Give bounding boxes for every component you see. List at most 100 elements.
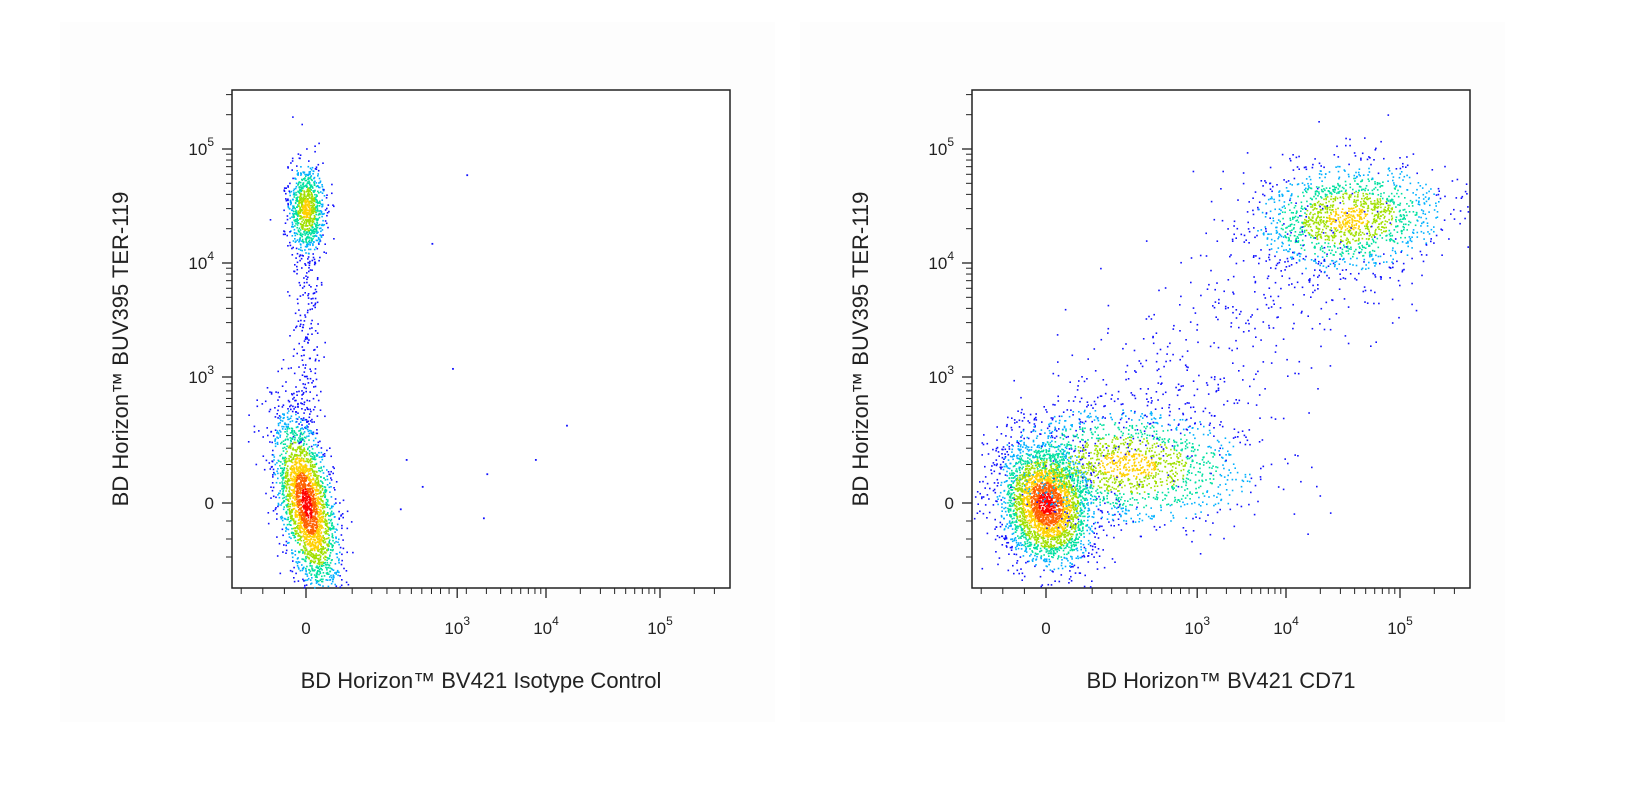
- event-dot: [289, 201, 292, 203]
- event-dot: [285, 513, 288, 515]
- event-dot: [313, 570, 315, 572]
- event-dot: [1086, 499, 1089, 501]
- event-dot: [1018, 443, 1020, 445]
- event-dot: [1015, 468, 1018, 470]
- event-dot: [303, 486, 305, 489]
- event-dot: [321, 205, 324, 207]
- event-dot: [1034, 534, 1037, 537]
- event-dot: [304, 229, 307, 231]
- event-dot: [297, 196, 299, 198]
- event-dot: [302, 517, 305, 520]
- event-dot: [306, 225, 308, 227]
- event-dot: [298, 568, 300, 570]
- event-dot: [309, 176, 312, 178]
- event-dot: [1049, 552, 1052, 555]
- event-dot: [1055, 458, 1058, 461]
- event-dot: [315, 574, 318, 577]
- event-dot: [1053, 554, 1055, 557]
- event-dot: [1037, 530, 1040, 532]
- event-dot: [309, 562, 311, 565]
- event-dot: [284, 464, 287, 466]
- event-dot: [1042, 491, 1045, 494]
- event-dot: [317, 538, 319, 541]
- event-dot: [315, 524, 317, 526]
- event-dot: [421, 485, 424, 488]
- event-dot: [326, 569, 328, 571]
- event-dot: [1015, 470, 1017, 472]
- event-dot: [299, 551, 301, 553]
- event-dot: [316, 230, 318, 232]
- event-dot: [306, 526, 308, 528]
- event-dot: [1018, 519, 1020, 522]
- event-dot: [281, 477, 283, 479]
- event-dot: [1016, 477, 1019, 479]
- event-dot: [1072, 525, 1075, 528]
- event-dot: [1063, 475, 1066, 477]
- event-dot: [308, 232, 311, 235]
- event-dot: [1064, 531, 1066, 533]
- event-dot: [308, 435, 310, 437]
- event-dot: [292, 497, 294, 499]
- event-dot: [285, 544, 287, 547]
- event-dot: [292, 435, 295, 438]
- event-dot: [301, 474, 303, 477]
- event-dot: [311, 179, 313, 182]
- event-dot: [327, 549, 330, 551]
- event-dot: [330, 574, 332, 577]
- event-dot: [297, 406, 299, 408]
- event-dot: [274, 407, 276, 409]
- event-dot: [313, 258, 316, 261]
- event-dot: [299, 254, 302, 256]
- event-dot: [305, 179, 308, 182]
- event-dot: [308, 222, 310, 225]
- event-dot: [1023, 492, 1026, 494]
- event-dot: [297, 490, 299, 492]
- event-dot: [283, 523, 285, 526]
- event-dot: [262, 436, 264, 438]
- event-dot: [314, 557, 316, 560]
- event-dot: [318, 192, 320, 194]
- event-dot: [309, 215, 311, 217]
- event-dot: [335, 573, 337, 575]
- event-dot: [1054, 501, 1056, 503]
- event-dot: [279, 431, 282, 433]
- event-dot: [308, 498, 310, 501]
- event-dot: [314, 513, 317, 515]
- event-dot: [315, 209, 317, 212]
- event-dot: [330, 514, 332, 516]
- event-dot: [1060, 513, 1063, 515]
- event-dot: [984, 465, 986, 468]
- event-dot: [1068, 448, 1071, 450]
- event-dot: [273, 472, 276, 475]
- event-dot: [299, 284, 301, 287]
- event-dot: [319, 202, 321, 204]
- event-dot: [292, 502, 294, 505]
- event-dot: [1082, 444, 1084, 447]
- event-dot: [299, 528, 301, 531]
- event-dot: [314, 261, 316, 263]
- event-dot: [285, 527, 287, 530]
- event-dot: [279, 422, 281, 424]
- event-dot: [319, 521, 322, 524]
- event-dot: [293, 520, 295, 522]
- event-dot: [315, 226, 318, 228]
- event-dot: [1008, 448, 1011, 450]
- event-dot: [295, 421, 297, 423]
- event-dot: [317, 508, 319, 510]
- event-dot: [1024, 511, 1026, 514]
- event-dot: [325, 519, 328, 522]
- event-dot: [295, 465, 298, 468]
- event-dot: [334, 583, 336, 586]
- event-dot: [287, 506, 289, 508]
- event-dot: [316, 195, 318, 197]
- event-dot: [314, 303, 316, 306]
- event-dot: [297, 541, 299, 544]
- event-dot: [310, 511, 313, 514]
- event-dot: [316, 505, 319, 507]
- event-dot: [299, 471, 301, 473]
- event-dot: [296, 494, 298, 497]
- event-dot: [306, 278, 308, 281]
- event-dot: [301, 202, 303, 204]
- event-dot: [289, 467, 292, 470]
- event-dot: [300, 198, 302, 201]
